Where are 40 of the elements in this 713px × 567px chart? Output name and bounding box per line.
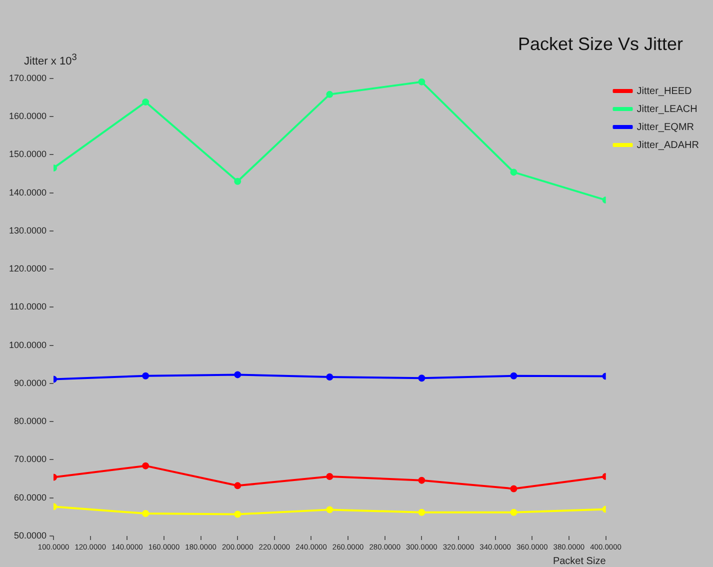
y-tick-label: 110.0000 bbox=[10, 302, 47, 312]
point bbox=[142, 372, 150, 380]
legend-label: Jitter_ADAHR bbox=[636, 140, 700, 151]
point bbox=[418, 508, 426, 516]
point bbox=[234, 178, 242, 185]
y-tick-label: 90.0000 bbox=[14, 378, 47, 388]
y-tick-label: 80.0000 bbox=[14, 416, 47, 426]
y-tick-label: 60.0000 bbox=[14, 492, 47, 502]
chart-title: Packet Size Vs Jitter bbox=[518, 34, 683, 55]
point bbox=[234, 371, 242, 378]
point bbox=[510, 508, 518, 516]
point bbox=[418, 78, 426, 86]
point bbox=[142, 462, 150, 470]
point bbox=[234, 482, 242, 490]
point bbox=[326, 473, 334, 480]
point bbox=[510, 372, 518, 380]
y-axis-title: Jitter x 10$^{3}$ bbox=[24, 52, 77, 68]
point bbox=[142, 510, 150, 517]
y-tick-label: 50.0000 bbox=[14, 530, 47, 540]
x-axis-title: Packet Size bbox=[552, 556, 606, 567]
point bbox=[142, 98, 150, 106]
point bbox=[326, 90, 334, 98]
point bbox=[510, 168, 518, 176]
point bbox=[418, 374, 426, 382]
y-tick-label: 120.0000 bbox=[8, 264, 47, 274]
legend-label: Jitter_EQMR bbox=[636, 122, 694, 133]
y-tick-label: 70.0000 bbox=[14, 454, 47, 464]
point bbox=[234, 510, 242, 518]
y-tick-label: 100.0000 bbox=[8, 340, 47, 350]
y-tick-label: 130.0000 bbox=[8, 225, 47, 236]
y-tick-label: 170.0000 bbox=[8, 72, 47, 83]
y-tick-label: 150.0000 bbox=[8, 149, 47, 160]
y-tick-label: 160.0000 bbox=[8, 111, 47, 122]
y-tick-label: 140.0000 bbox=[8, 187, 47, 198]
legend-label: Jitter_LEACH bbox=[636, 104, 698, 115]
point bbox=[510, 485, 518, 492]
point bbox=[326, 373, 334, 380]
legend-label: Jitter_HEED bbox=[636, 86, 692, 97]
point bbox=[326, 506, 334, 514]
point bbox=[418, 476, 426, 484]
